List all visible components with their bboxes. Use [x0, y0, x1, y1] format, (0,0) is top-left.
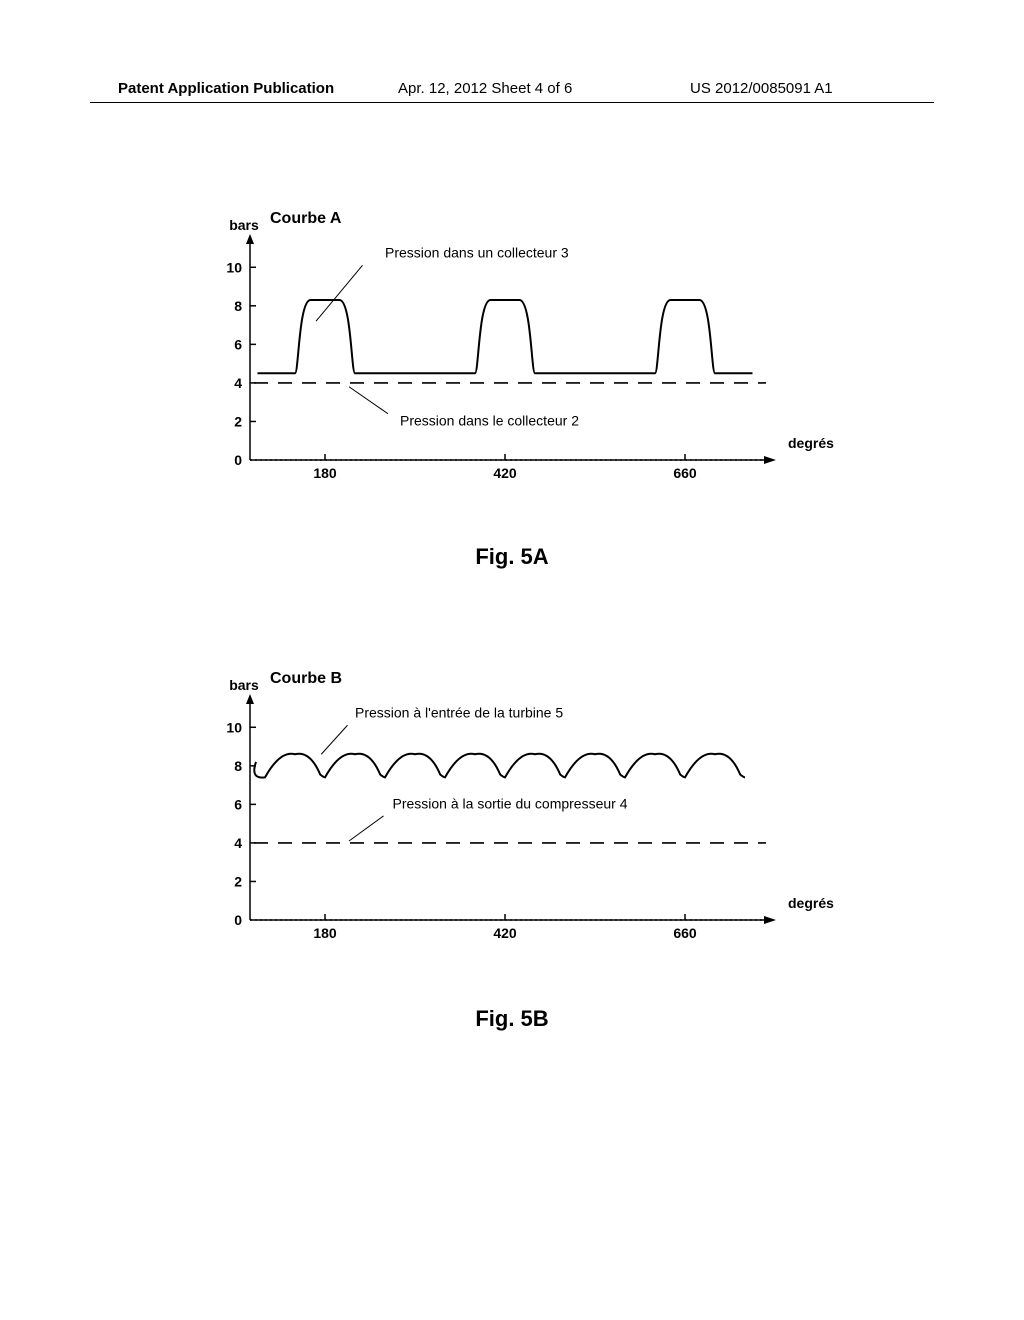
- header-left: Patent Application Publication: [118, 80, 334, 97]
- svg-text:Pression dans le collecteur 2: Pression dans le collecteur 2: [400, 412, 579, 428]
- svg-text:4: 4: [234, 375, 242, 391]
- svg-text:180: 180: [313, 925, 337, 941]
- svg-text:0: 0: [234, 452, 242, 468]
- svg-text:660: 660: [673, 925, 697, 941]
- svg-text:degrés: degrés: [788, 435, 834, 451]
- svg-text:10: 10: [226, 259, 242, 275]
- svg-text:bars: bars: [229, 217, 259, 233]
- chart-a: Courbe A 0 2 4 6 8 10 180 420 660 bars degrés Press…: [200, 200, 840, 490]
- svg-text:2: 2: [234, 413, 242, 429]
- chart-a-svg: 0 2 4 6 8 10 180 420 660 bars degrés Pression dans …: [200, 200, 840, 490]
- svg-text:8: 8: [234, 758, 242, 774]
- svg-text:2: 2: [234, 873, 242, 889]
- svg-text:6: 6: [234, 336, 242, 352]
- svg-text:0: 0: [234, 912, 242, 928]
- svg-text:4: 4: [234, 835, 242, 851]
- svg-text:420: 420: [493, 465, 517, 481]
- chart-b-svg: 0 2 4 6 8 10 180 420 660 bars degrés Pression à l'e…: [200, 660, 840, 950]
- header-right: US 2012/0085091 A1: [690, 80, 833, 97]
- svg-text:Pression à l'entrée de la turb: Pression à l'entrée de la turbine 5: [355, 705, 563, 721]
- chart-a-title: Courbe A: [270, 210, 341, 228]
- fig-a-caption: Fig. 5A: [0, 544, 1024, 570]
- fig-b-caption: Fig. 5B: [0, 1006, 1024, 1032]
- svg-text:6: 6: [234, 796, 242, 812]
- svg-text:8: 8: [234, 298, 242, 314]
- svg-text:660: 660: [673, 465, 697, 481]
- svg-text:bars: bars: [229, 677, 259, 693]
- chart-b-title: Courbe B: [270, 670, 342, 688]
- chart-b: Courbe B 0 2 4 6 8 10 180 420 660 bars degrés Press…: [200, 660, 840, 950]
- svg-text:10: 10: [226, 719, 242, 735]
- svg-text:degrés: degrés: [788, 895, 834, 911]
- svg-text:420: 420: [493, 925, 517, 941]
- svg-text:180: 180: [313, 465, 337, 481]
- header-center: Apr. 12, 2012 Sheet 4 of 6: [398, 80, 572, 97]
- svg-text:Pression dans un collecteur 3: Pression dans un collecteur 3: [385, 245, 569, 261]
- header-rule: [90, 102, 934, 103]
- svg-text:Pression à la sortie du compre: Pression à la sortie du compresseur 4: [393, 795, 628, 811]
